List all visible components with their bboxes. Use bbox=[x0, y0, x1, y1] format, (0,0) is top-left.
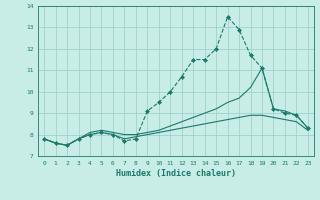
X-axis label: Humidex (Indice chaleur): Humidex (Indice chaleur) bbox=[116, 169, 236, 178]
